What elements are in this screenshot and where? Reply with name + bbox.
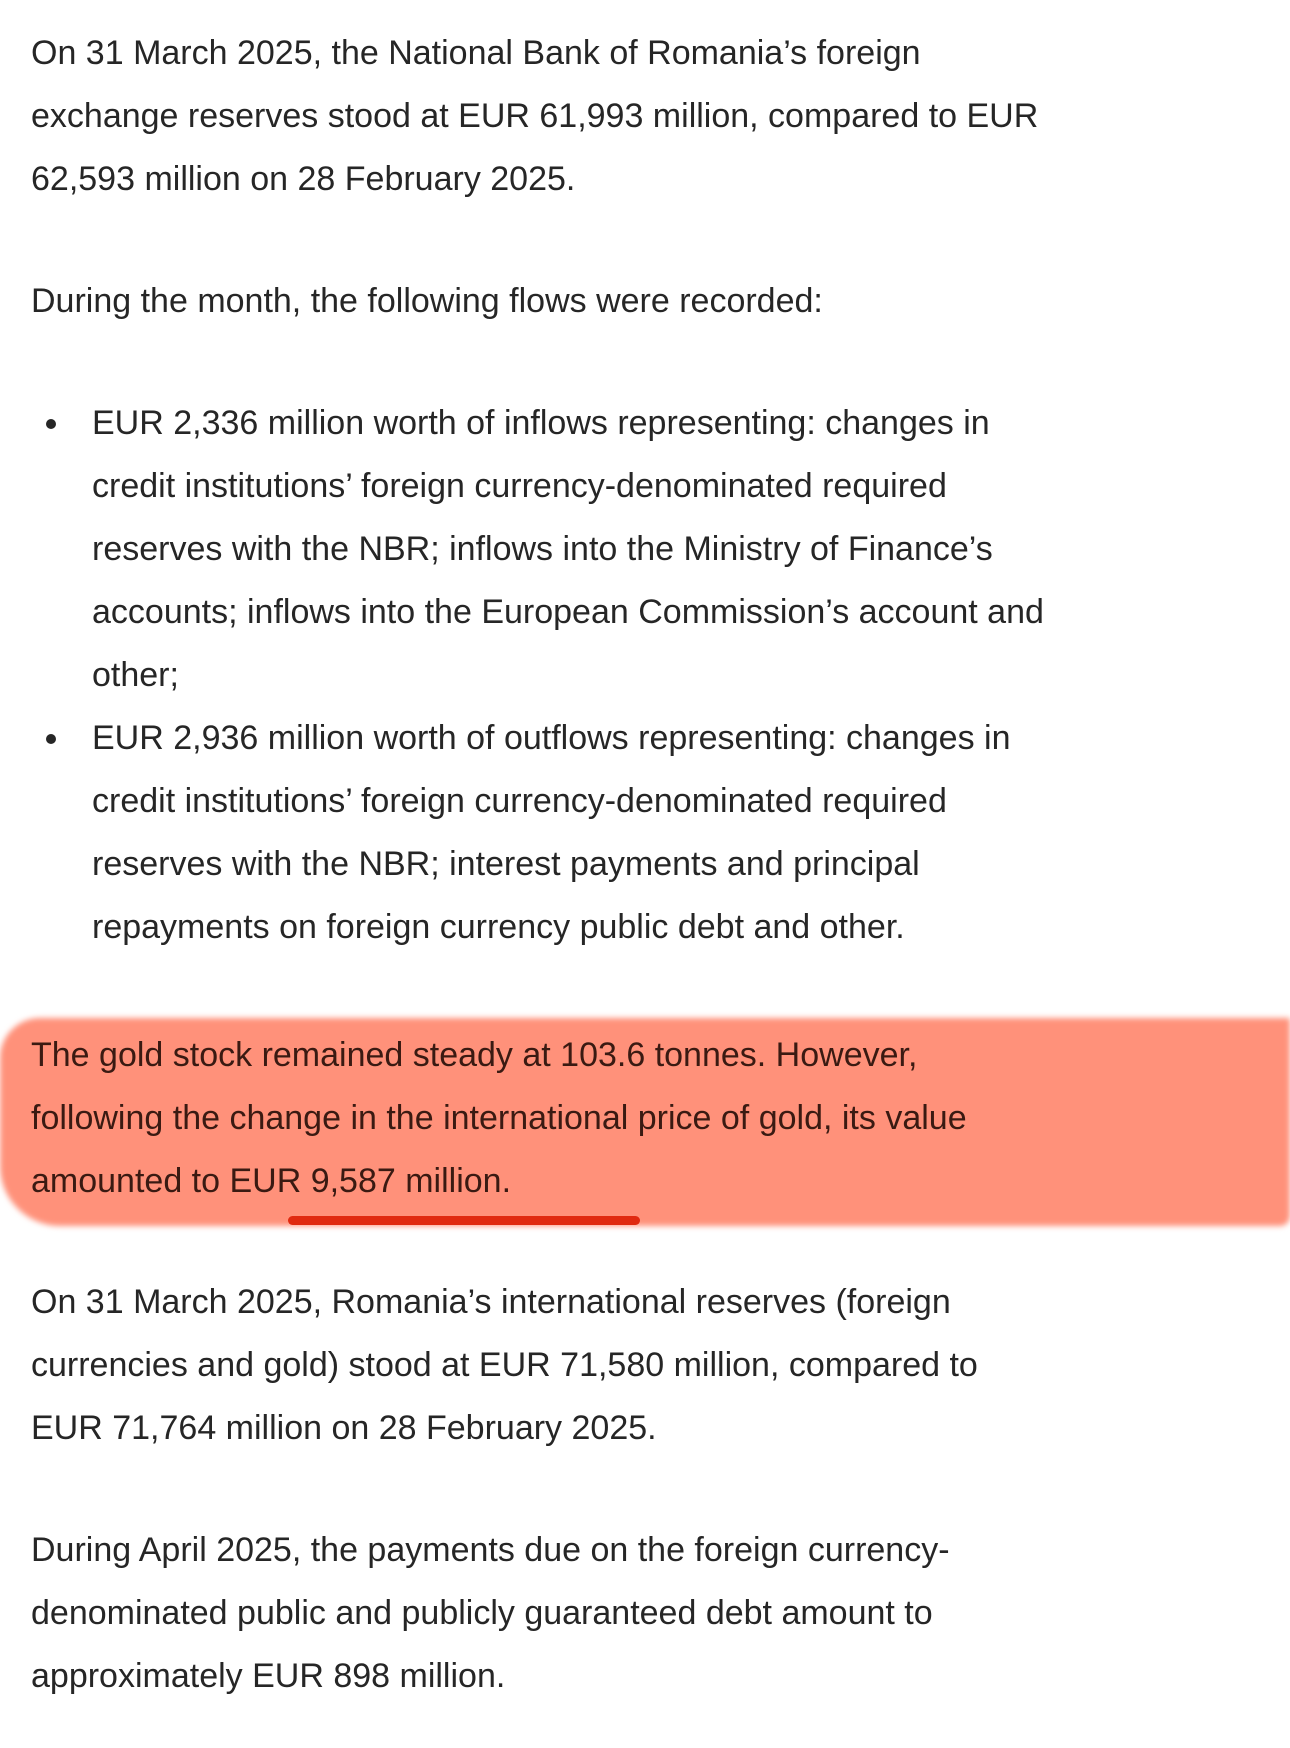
- text-line: EUR 2,936 million worth of outflows repr…: [92, 719, 1011, 757]
- text-line: currencies and gold) stood at EUR 71,580…: [31, 1346, 978, 1384]
- underline-marker: [288, 1216, 640, 1225]
- paragraph-international-reserves: On 31 March 2025, Romania’s internationa…: [31, 1271, 978, 1460]
- text-line: During April 2025, the payments due on t…: [31, 1531, 950, 1569]
- text-line: reserves with the NBR; inflows into the …: [92, 530, 993, 568]
- text-line: accounts; inflows into the European Comm…: [92, 593, 1044, 631]
- text-line: following the change in the internationa…: [31, 1099, 967, 1137]
- text-line: other;: [92, 656, 179, 694]
- text-line: repayments on foreign currency public de…: [92, 908, 905, 946]
- text-line: credit institutions’ foreign currency-de…: [92, 467, 947, 505]
- bullet-icon: [46, 734, 56, 744]
- paragraph-fx-reserves: On 31 March 2025, the National Bank of R…: [31, 22, 1038, 211]
- paragraph-flows-intro: During the month, the following flows we…: [31, 270, 823, 333]
- text-line: On 31 March 2025, the National Bank of R…: [31, 34, 921, 72]
- text-line: reserves with the NBR; interest payments…: [92, 845, 920, 883]
- list-item-outflows: EUR 2,936 million worth of outflows repr…: [0, 707, 1044, 959]
- text-line: The gold stock remained steady at 103.6 …: [31, 1036, 918, 1074]
- text-line: credit institutions’ foreign currency-de…: [92, 782, 947, 820]
- flows-list: EUR 2,336 million worth of inflows repre…: [0, 392, 1044, 959]
- text-line: exchange reserves stood at EUR 61,993 mi…: [31, 97, 1039, 135]
- text-line: amounted to EUR 9,587 million.: [31, 1162, 512, 1200]
- paragraph-gold-stock: The gold stock remained steady at 103.6 …: [31, 1024, 967, 1213]
- bullet-icon: [46, 419, 56, 429]
- text-line: approximately EUR 898 million.: [31, 1657, 506, 1695]
- list-item-inflows: EUR 2,336 million worth of inflows repre…: [0, 392, 1044, 707]
- paragraph-april-payments: During April 2025, the payments due on t…: [31, 1519, 950, 1708]
- highlight-marker: [0, 1018, 1290, 1226]
- text-line: denominated public and publicly guarante…: [31, 1594, 933, 1632]
- text-line: EUR 2,336 million worth of inflows repre…: [92, 404, 990, 442]
- text-line: EUR 71,764 million on 28 February 2025.: [31, 1409, 657, 1447]
- text-line: 62,593 million on 28 February 2025.: [31, 160, 576, 198]
- text-line: On 31 March 2025, Romania’s internationa…: [31, 1283, 951, 1321]
- text-line: During the month, the following flows we…: [31, 282, 823, 320]
